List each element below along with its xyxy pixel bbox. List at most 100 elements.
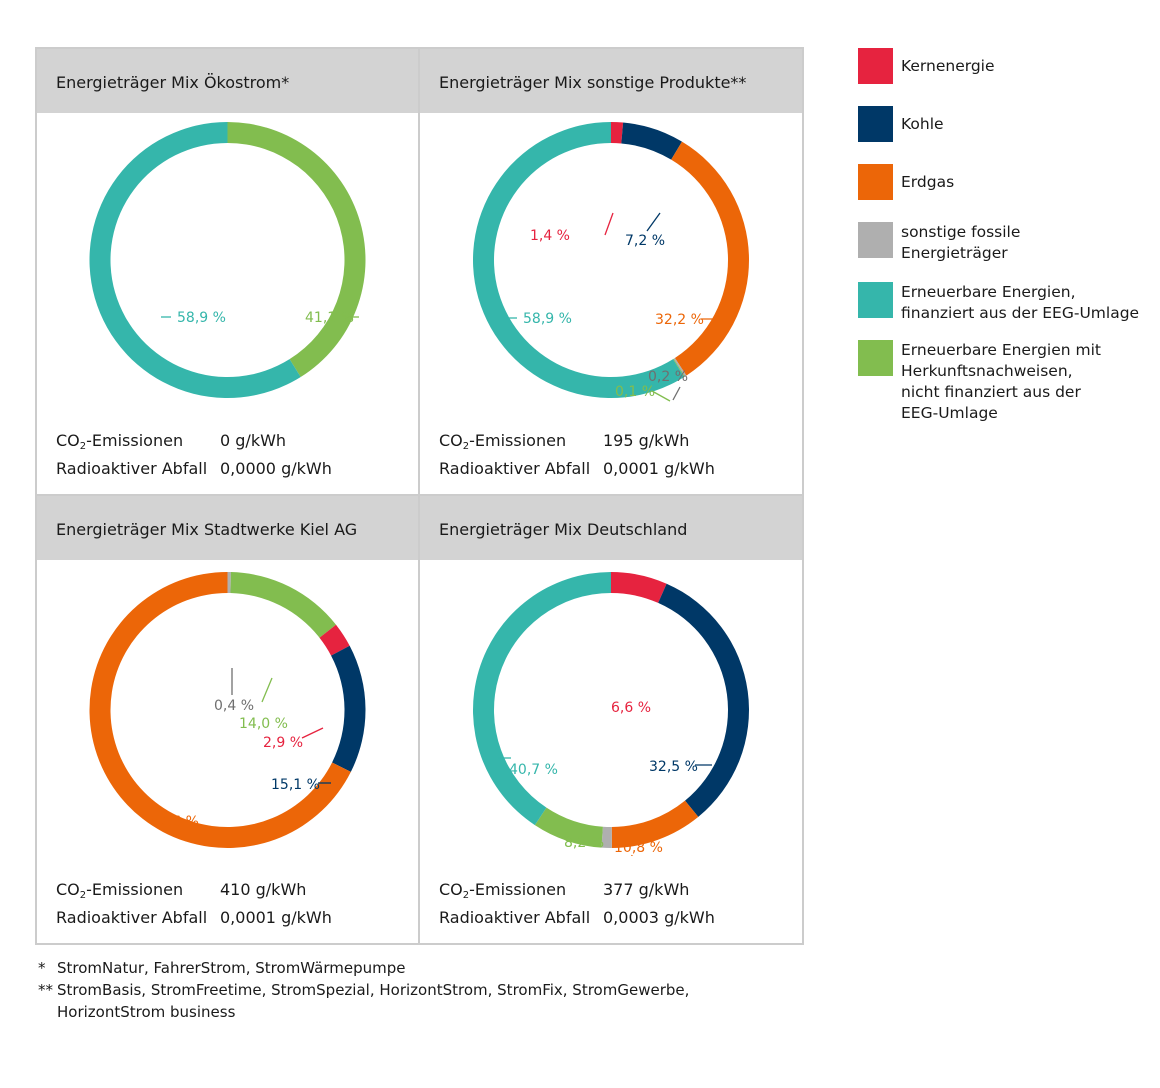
waste-row: Radioaktiver Abfall 0,0001 g/kWh <box>439 458 715 480</box>
leader-line-hkn <box>261 677 273 703</box>
data-label-sonst: 0,2 % <box>648 369 688 385</box>
donut-segment-hkn <box>534 807 603 848</box>
legend-swatch <box>858 106 893 142</box>
donut-segment-sonst <box>601 826 612 848</box>
donut-segment-sonst <box>227 572 231 594</box>
legend-item-kernenergie: Kernenergie <box>858 48 1151 84</box>
legend-label: sonstige fossile Energieträger <box>901 223 1021 262</box>
legend-label: Erneuerbare Energien, finanziert aus der… <box>901 283 1140 322</box>
footnote: * StromNatur, FahrerStrom, StromWärmepum… <box>38 957 689 979</box>
legend-label: Kohle <box>901 115 944 133</box>
data-label-eeg: 40,7 % <box>509 762 558 778</box>
donut-segment-kern <box>319 624 350 656</box>
waste-row: Radioaktiver Abfall 0,0001 g/kWh <box>56 907 332 929</box>
data-label-eeg: 58,9 % <box>523 311 572 327</box>
legend-item-eeg: Erneuerbare Energien, finanziert aus der… <box>858 282 1151 324</box>
co2-row: CO2-Emissionen 410 g/kWh <box>56 879 332 907</box>
data-label-kern: 2,9 % <box>263 735 303 751</box>
co2-row: CO2-Emissionen 195 g/kWh <box>439 430 715 458</box>
donut-segment-kohle <box>621 122 682 160</box>
chart-panel-oekostrom: Energieträger Mix Ökostrom* 41,1 % 58,9 %… <box>35 47 420 496</box>
footnote-mark: ** <box>38 981 53 999</box>
co2-label: CO2-Emissionen <box>56 880 184 901</box>
legend-item-kohle: Kohle <box>858 106 1151 142</box>
footnote-text: StromNatur, FahrerStrom, StromWärmepumpe <box>57 959 406 977</box>
donut-segment-kern <box>611 122 624 144</box>
co2-label: CO2-Emissionen <box>439 880 567 901</box>
leader-line-sonst <box>672 386 681 401</box>
data-label-hkn: 0,1 % <box>615 384 655 400</box>
panel-title: Energieträger Mix Stadtwerke Kiel AG <box>37 496 418 560</box>
data-label-erdgas: 10,8 % <box>614 840 663 856</box>
waste-row: Radioaktiver Abfall 0,0003 g/kWh <box>439 907 715 929</box>
legend-swatch <box>858 340 893 376</box>
legend-item-hkn: Erneuerbare Energien mit Herkunftsnachwe… <box>858 340 1151 424</box>
co2-value: 377 g/kWh <box>603 880 690 899</box>
co2-value: 410 g/kWh <box>220 880 307 899</box>
donut-segment-kern <box>611 572 667 603</box>
donut-segment-eeg <box>473 572 611 826</box>
legend-label: Kernenergie <box>901 57 995 75</box>
footnote-mark: * <box>38 959 46 977</box>
leader-line-kern <box>604 212 614 236</box>
legend-swatch <box>858 282 893 318</box>
waste-value: 0,0001 g/kWh <box>603 459 715 478</box>
donut-segment-hkn <box>673 358 685 377</box>
donut-chart-oekostrom: 41,1 % 58,9 % <box>89 122 366 398</box>
footnote-text: StromBasis, StromFreetime, StromSpezial,… <box>57 981 690 1021</box>
waste-label: Radioaktiver Abfall <box>56 459 208 478</box>
legend-item-sonstige-fossile: sonstige fossile Energieträger <box>858 222 1151 264</box>
chart-panel-sonstige-produkte: Energieträger Mix sonstige Produkte** 1,… <box>418 47 804 496</box>
donut-segment-hkn <box>227 122 366 377</box>
data-label-kern: 1,4 % <box>530 228 570 244</box>
data-label-erdgas: 67,6 % <box>150 814 199 830</box>
panel-title: Energieträger Mix sonstige Produkte** <box>420 49 802 113</box>
donut-chart-sonstige-produkte: 1,4 % 7,2 % 32,2 % 0,2 %0,1 % 58,9 % <box>472 122 749 402</box>
waste-value: 0,0000 g/kWh <box>220 459 332 478</box>
donut-segment-sonst <box>673 357 687 377</box>
legend-item-erdgas: Erdgas <box>858 164 1151 200</box>
data-label-hkn: 14,0 % <box>239 716 288 732</box>
donut-segment-eeg <box>89 122 301 398</box>
metrics: CO2-Emissionen 195 g/kWh Radioaktiver Ab… <box>439 430 715 480</box>
data-label-kohle: 7,2 % <box>625 233 665 249</box>
legend-swatch <box>858 222 893 258</box>
donut-chart-deutschland: 6,6 %32,5 %10,8 %1,2 %8,2 %40,7 % <box>473 572 749 856</box>
legend-label: Erdgas <box>901 173 955 191</box>
co2-value: 195 g/kWh <box>603 431 690 450</box>
footnote: ** StromBasis, StromFreetime, StromSpezi… <box>38 979 689 1023</box>
legend-swatch <box>858 164 893 200</box>
donut-segment-eeg <box>472 122 685 398</box>
footnotes: * StromNatur, FahrerStrom, StromWärmepum… <box>38 957 689 1023</box>
leader-line-hkn <box>651 390 671 402</box>
waste-value: 0,0003 g/kWh <box>603 908 715 927</box>
data-label-kohle: 32,5 % <box>649 759 698 775</box>
metrics: CO2-Emissionen 410 g/kWh Radioaktiver Ab… <box>56 879 332 929</box>
donut-segment-erdgas <box>671 141 749 376</box>
co2-value: 0 g/kWh <box>220 431 287 450</box>
co2-label: CO2-Emissionen <box>439 431 567 452</box>
data-label-eeg: 58,9 % <box>177 310 226 326</box>
legend-swatch <box>858 48 893 84</box>
co2-row: CO2-Emissionen 0 g/kWh <box>56 430 332 458</box>
metrics: CO2-Emissionen 0 g/kWh Radioaktiver Abfa… <box>56 430 332 480</box>
donut-chart-stadtwerke-kiel: 0,4 % 14,0 % 2,9 % 15,1 % 67,6 % <box>89 572 366 848</box>
chart-panel-deutschland: Energieträger Mix Deutschland 6,6 % 32,5 … <box>418 494 804 945</box>
donut-segment-erdgas <box>611 800 699 848</box>
data-label-hkn: 8,2 % <box>564 835 604 851</box>
waste-row: Radioaktiver Abfall 0,0000 g/kWh <box>56 458 332 480</box>
donut-segment-kohle <box>658 583 749 817</box>
waste-label: Radioaktiver Abfall <box>439 459 591 478</box>
data-label-erdgas: 32,2 % <box>655 312 704 328</box>
co2-label: CO2-Emissionen <box>56 431 184 452</box>
data-label-hkn: 41,1 % <box>305 310 354 326</box>
panel-title: Energieträger Mix Deutschland <box>420 496 802 560</box>
waste-value: 0,0001 g/kWh <box>220 908 332 927</box>
chart-panel-stadtwerke-kiel: Energieträger Mix Stadtwerke Kiel AG 0,4… <box>35 494 420 945</box>
panel-title: Energieträger Mix Ökostrom* <box>37 49 418 113</box>
data-label-kohle: 15,1 % <box>271 777 320 793</box>
waste-label: Radioaktiver Abfall <box>439 908 591 927</box>
legend-label: Erneuerbare Energien mit Herkunftsnachwe… <box>901 341 1101 422</box>
waste-label: Radioaktiver Abfall <box>56 908 208 927</box>
leader-line-kern <box>301 727 324 739</box>
